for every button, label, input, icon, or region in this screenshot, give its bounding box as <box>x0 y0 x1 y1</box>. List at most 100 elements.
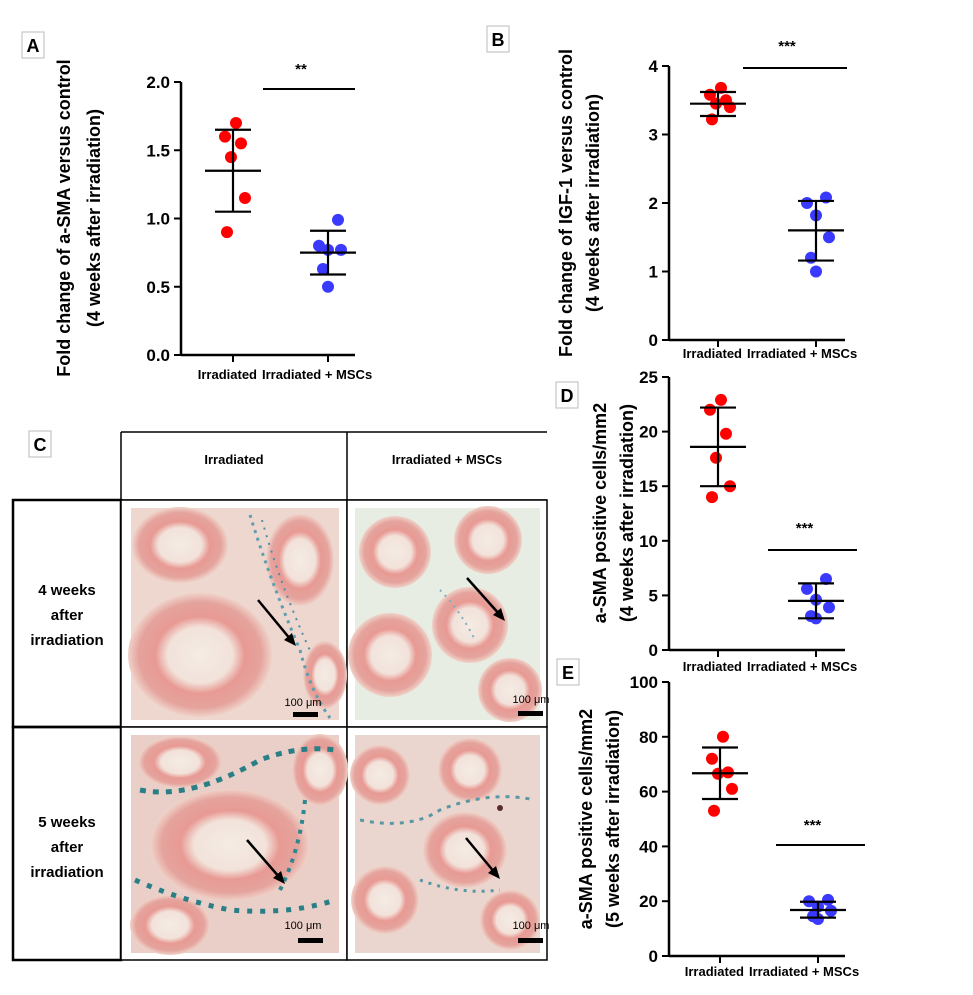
data-point <box>801 197 813 209</box>
panel-label-c: C <box>28 430 52 458</box>
y-tick-label: 1.0 <box>146 210 170 229</box>
y-axis-label: Fold change of a-SMA versus control <box>54 59 74 376</box>
chart-a-sma-fold-change: 0.0 0.5 1.0 1.5 2.0 Irradiated Irradiated + MS… <box>54 59 372 382</box>
data-point <box>820 573 832 586</box>
y-axis-label: a-SMA positive cells/mm2 <box>590 403 610 623</box>
data-point <box>704 403 716 416</box>
y-axis-label: (4 weeks after irradiation) <box>84 109 104 327</box>
x-tick-label: Irradiated <box>683 346 742 361</box>
svg-text:A: A <box>27 36 40 56</box>
data-point <box>708 804 720 817</box>
chart-igf1-fold-change: 0 1 2 3 4 Irradiated Irradiated + MSCs Fold cha… <box>556 38 857 361</box>
y-tick-label: 20 <box>639 423 658 442</box>
significance-label: ** <box>295 61 307 78</box>
y-tick-label: 20 <box>639 892 658 911</box>
y-tick-label: 40 <box>639 837 658 856</box>
scale-bar-label: 100 μm <box>285 920 322 932</box>
histology-image-irradiated-4w: 100 μm <box>128 507 347 720</box>
data-point <box>313 239 325 252</box>
data-point <box>235 137 247 150</box>
y-tick-label: 4 <box>649 57 659 76</box>
panel-label-d: D <box>555 381 579 409</box>
y-tick-label: 1.5 <box>146 141 170 160</box>
y-tick-label: 60 <box>639 783 658 802</box>
data-point <box>230 116 242 129</box>
y-tick-label: 2 <box>649 194 658 213</box>
col-header-irradiated-mscs: Irradiated + MSCs <box>392 452 502 467</box>
histology-image-irradiated-5w: 100 μm <box>130 734 348 955</box>
y-tick-label: 1 <box>649 263 658 282</box>
significance-label: *** <box>778 38 796 55</box>
row-label-5w-line3: irradiation <box>30 864 103 881</box>
y-tick-label: 2.0 <box>146 73 170 92</box>
col-header-irradiated: Irradiated <box>204 452 263 467</box>
data-point <box>706 491 718 504</box>
scale-bar-label: 100 μm <box>513 920 550 932</box>
row-label-5w-line2: after <box>51 839 84 856</box>
y-tick-label: 0 <box>649 947 658 966</box>
y-tick-label: 0.5 <box>146 278 170 297</box>
y-axis-label: a-SMA positive cells/mm2 <box>576 709 596 929</box>
panel-label-a: A <box>21 31 45 59</box>
data-point <box>317 263 329 276</box>
histology-image-mscs-4w: 100 μm <box>348 506 549 722</box>
data-point <box>332 213 344 226</box>
data-point <box>720 427 732 440</box>
x-tick-label: Irradiated + MSCs <box>747 659 857 674</box>
significance-label: *** <box>804 817 822 834</box>
data-point <box>822 893 834 906</box>
svg-text:C: C <box>34 435 47 455</box>
y-tick-label: 5 <box>649 586 658 605</box>
y-axis-label: (5 weeks after irradiation) <box>603 710 623 928</box>
y-tick-label: 100 <box>630 673 658 692</box>
row-label-5w-line1: 5 weeks <box>38 814 96 831</box>
chart-a-sma-cells-5-weeks: 0 20 40 60 80 100 Irradiated Irradiated + MSCs a… <box>576 673 865 979</box>
data-point <box>717 730 729 743</box>
significance-label: *** <box>796 520 814 537</box>
chart-a-sma-cells-4-weeks: 0 5 10 15 20 25 Irradiated Irradiated + MSCs a-S… <box>590 368 857 674</box>
svg-text:E: E <box>562 663 574 683</box>
svg-text:D: D <box>561 386 574 406</box>
data-point <box>715 393 727 406</box>
row-label-4w-line1: 4 weeks <box>38 582 96 599</box>
row-label-4w-line2: after <box>51 607 84 624</box>
data-point <box>322 280 334 293</box>
y-axis-label: (4 weeks after irradiation) <box>617 404 637 622</box>
y-tick-label: 0 <box>649 331 658 350</box>
row-label-4w-line3: irradiation <box>30 632 103 649</box>
data-point <box>715 81 727 94</box>
x-tick-label: Irradiated <box>685 964 744 979</box>
x-tick-label: Irradiated <box>683 659 742 674</box>
data-point <box>801 582 813 595</box>
y-axis-label: Fold change of IGF-1 versus control <box>556 49 576 357</box>
histology-panel: Irradiated Irradiated + MSCs 4 weeks aft… <box>11 431 549 962</box>
x-tick-label: Irradiated + MSCs <box>262 367 372 382</box>
data-point <box>335 243 347 256</box>
y-tick-label: 0.0 <box>146 346 170 365</box>
data-point <box>239 192 251 205</box>
data-point <box>810 265 822 278</box>
y-tick-label: 25 <box>639 368 658 387</box>
data-point <box>221 226 233 239</box>
data-point <box>710 451 722 464</box>
panel-label-e: E <box>556 658 580 686</box>
data-point <box>823 601 835 614</box>
svg-text:B: B <box>492 30 505 50</box>
data-point <box>726 782 738 795</box>
data-point <box>706 752 718 765</box>
panel-label-b: B <box>486 25 510 53</box>
x-tick-label: Irradiated + MSCs <box>747 346 857 361</box>
scale-bar-label: 100 μm <box>285 697 322 709</box>
y-tick-label: 10 <box>639 532 658 551</box>
y-tick-label: 80 <box>639 728 658 747</box>
scale-bar-label: 100 μm <box>513 694 550 706</box>
data-point <box>219 130 231 143</box>
data-point <box>823 231 835 244</box>
y-tick-label: 3 <box>649 126 658 145</box>
histology-image-mscs-5w: 100 μm <box>350 735 549 953</box>
y-tick-label: 15 <box>639 477 658 496</box>
x-tick-label: Irradiated <box>198 367 257 382</box>
y-axis-label: (4 weeks after irradiation) <box>583 94 603 312</box>
data-point <box>812 913 824 926</box>
